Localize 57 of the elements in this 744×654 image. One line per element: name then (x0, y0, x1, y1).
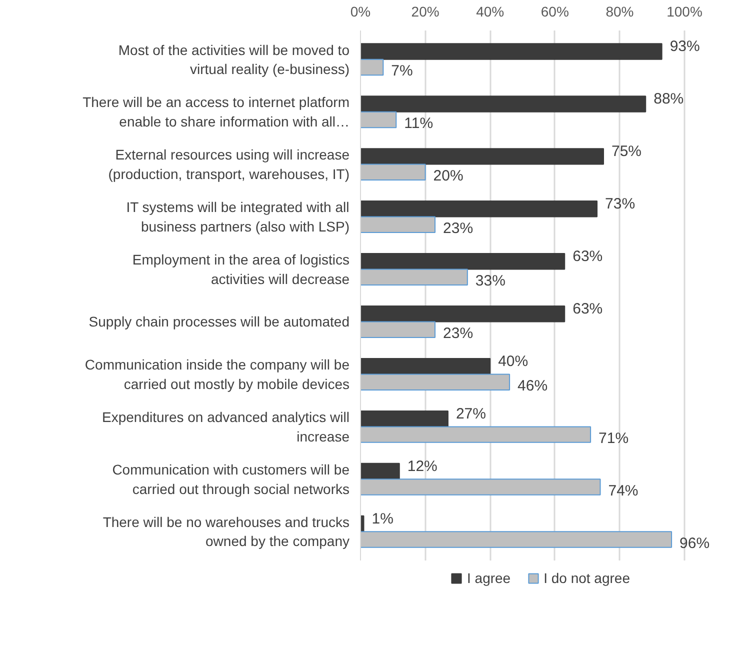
data-label: 7% (391, 62, 413, 80)
bar (360, 268, 468, 286)
y-tick-label: Most of the activities will be moved to virtual reality (e-business) (118, 42, 350, 77)
bar (360, 410, 448, 428)
data-label: 71% (598, 430, 629, 448)
bar (360, 321, 436, 338)
data-label: 40% (498, 352, 528, 370)
data-label: 23% (443, 220, 474, 238)
x-tick-label: 20% (411, 4, 440, 20)
x-tick-label: 80% (606, 4, 634, 20)
x-tick-label: 40% (476, 4, 504, 20)
data-label: 11% (404, 115, 434, 132)
data-label: 75% (612, 142, 642, 160)
bar (360, 531, 672, 548)
bar (360, 426, 592, 443)
bar (360, 164, 426, 181)
bar (360, 58, 384, 76)
data-label: 73% (605, 195, 636, 212)
bar (360, 96, 646, 112)
data-label: 63% (572, 300, 603, 318)
bar (360, 111, 397, 128)
x-tick-label: 100% (666, 4, 702, 20)
legend-label: I do not agree (544, 570, 630, 586)
data-label: 12% (407, 458, 438, 475)
data-label: 23% (443, 325, 474, 342)
bar (360, 478, 601, 496)
y-tick-label: Communication with customers will be carried out through social networks (112, 462, 350, 497)
bar (360, 253, 566, 270)
bar (360, 358, 491, 375)
y-tick-label: External resources using will increase (production, transport, warehouses, IT) (108, 146, 350, 182)
bar (360, 305, 566, 322)
x-tick-label: 0% (350, 4, 371, 20)
x-tick-label: 60% (540, 4, 569, 20)
data-label: 63% (572, 248, 603, 265)
data-label: 96% (680, 535, 710, 552)
bar (360, 216, 436, 234)
y-tick-label: Communication inside the company will be carried out mostly by mobile devices (84, 356, 350, 392)
bar (360, 148, 604, 165)
data-label: 93% (670, 38, 700, 55)
bar (360, 462, 400, 480)
data-label: 46% (518, 378, 548, 395)
data-label: 74% (608, 482, 638, 500)
bar (360, 200, 598, 218)
data-label: 33% (475, 272, 506, 290)
data-label: 27% (456, 405, 486, 422)
y-tick-label: There will be an access to internet platform enable to share information with all… (82, 94, 350, 130)
data-label: 88% (654, 90, 684, 108)
bar (360, 43, 662, 60)
y-tick-label: Employment in the area of logistics activities will decrease (132, 252, 350, 287)
data-label: 1% (372, 510, 394, 528)
y-tick-label: Expenditures on advanced analytics will increase (102, 409, 350, 444)
y-tick-label: There will be no warehouses and trucks owned by the company (102, 514, 350, 550)
data-label: 20% (433, 168, 464, 185)
bar (360, 374, 510, 390)
y-tick-label: Supply chain processes will be automated (88, 314, 350, 330)
y-tick-label: IT systems will be integrated with all business partners (also with LSP) (126, 199, 350, 234)
legend-label: I agree (467, 570, 511, 586)
